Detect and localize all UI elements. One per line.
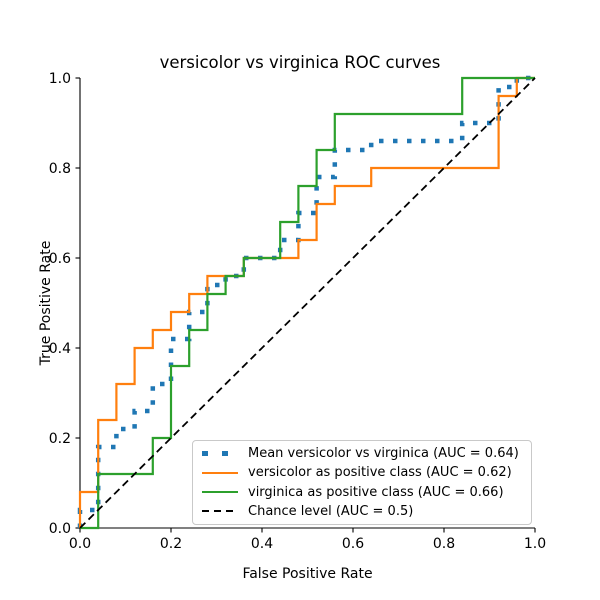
series-versicolor-roc [78,76,535,528]
x-tick-label: 0.6 [342,536,364,552]
mean-roc-swatch-icon [202,451,238,456]
legend-label-mean: Mean versicolor vs virginica (AUC = 0.64… [248,446,519,462]
virginica-roc-swatch-icon [202,490,238,494]
legend-item-chance: Chance level (AUC = 0.5) [202,505,522,518]
y-tick-label: 0.6 [49,251,71,267]
series-virginica-roc [80,76,535,530]
x-tick-label: 0.0 [69,536,91,552]
y-tick-label: 0.4 [49,341,71,357]
legend-item-versicolor: versicolor as positive class (AUC = 0.62… [202,466,522,479]
y-tick-label: 1.0 [49,71,71,87]
versicolor-roc-swatch-icon [202,471,238,475]
legend-item-virginica: virginica as positive class (AUC = 0.66) [202,486,522,499]
legend: Mean versicolor vs virginica (AUC = 0.64… [192,440,532,525]
x-axis-label: False Positive Rate [242,566,373,582]
x-tick-label: 0.4 [251,536,273,552]
y-tick-label: 0.0 [49,521,71,537]
chart-title: versicolor vs virginica ROC curves [159,53,441,72]
legend-label-versicolor: versicolor as positive class (AUC = 0.62… [248,465,512,481]
chance-level-swatch-icon [202,510,238,513]
x-tick-label: 1.0 [524,536,546,552]
legend-item-mean: Mean versicolor vs virginica (AUC = 0.64… [202,447,522,460]
series-chance-level [79,77,536,529]
y-tick-label: 0.8 [49,161,71,177]
legend-label-chance: Chance level (AUC = 0.5) [248,503,414,519]
legend-label-virginica: virginica as positive class (AUC = 0.66) [248,484,504,500]
y-tick-label: 0.2 [49,431,71,447]
x-tick-label: 0.2 [160,536,182,552]
x-tick-label: 0.8 [433,536,455,552]
y-axis-label: True Positive Rate [38,240,54,366]
